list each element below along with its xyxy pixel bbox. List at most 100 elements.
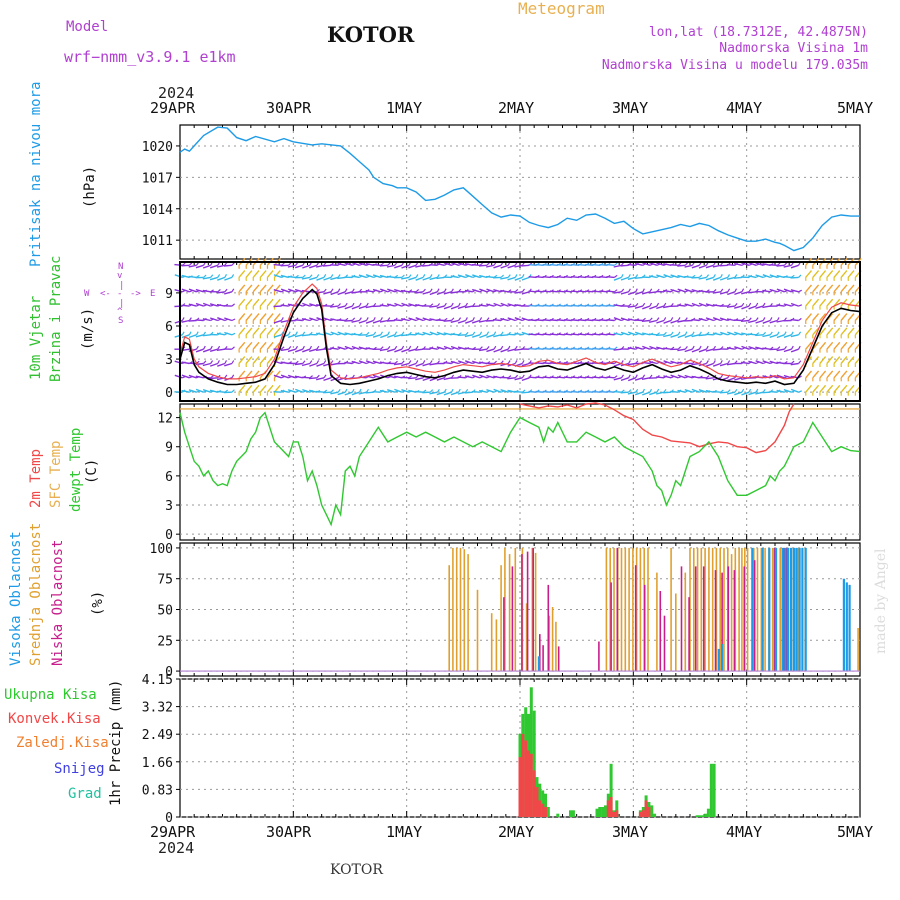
precip-bar (704, 813, 708, 817)
wind-arrow (344, 391, 353, 396)
wind-arrow-head (408, 375, 413, 379)
wind-arrow (790, 348, 799, 353)
rose-west-arrow: <- (100, 289, 111, 299)
wind-arrow (727, 331, 736, 336)
wind-arrow-head (231, 374, 235, 379)
wind-arrow-head (203, 345, 206, 350)
wind-arrow-head (698, 331, 702, 336)
wind-arrow (401, 276, 410, 280)
wind-arrow (783, 276, 792, 279)
wind-arrow (634, 331, 644, 336)
wind-arrow (563, 333, 572, 336)
wind-arrow (493, 388, 502, 393)
wind-arrow (436, 331, 445, 336)
wind-arrow-head (330, 288, 334, 293)
wind-arrow (486, 303, 495, 307)
wind-arrow (698, 264, 707, 269)
wind-arrow-head (493, 360, 497, 364)
wind-arrow (408, 348, 417, 352)
wind-arrow (379, 274, 388, 279)
wind-arrow (826, 356, 834, 364)
wind-frame-bold (179, 261, 861, 402)
wind-arrow (705, 264, 714, 269)
wind-arrow-head (663, 302, 667, 307)
wind-arrow-head (755, 302, 759, 307)
wind-arrow (351, 345, 360, 350)
wind-arrow (429, 305, 438, 308)
wind-arrow (542, 347, 551, 350)
wind-arrow-head (316, 345, 320, 350)
wind-arrow (309, 303, 318, 307)
wind-arrow-head (620, 360, 624, 364)
wind-arrow-head (727, 274, 731, 278)
wind-arrow (549, 304, 558, 307)
wind-arrow-head (684, 346, 688, 350)
wind-arrow (323, 317, 332, 322)
wind-arrow-head (507, 360, 511, 364)
wind-arrow (741, 262, 750, 266)
wind-arrow (224, 362, 233, 367)
wind-arrow (563, 263, 572, 266)
y-tick-label-cloud: 100 (150, 542, 173, 557)
wind-arrow-head (351, 302, 355, 307)
wind-arrow (712, 362, 721, 367)
wind-arrow (812, 298, 820, 307)
wind-arrow-head (741, 288, 745, 293)
wind-arrow-head (614, 262, 618, 266)
wind-arrow (620, 317, 629, 322)
wind-arrow-head (677, 317, 681, 321)
wind-arrow (762, 289, 771, 293)
wind-arrow-head (514, 374, 519, 379)
wind-arrow-head (649, 374, 653, 379)
wind-arrow (748, 333, 757, 336)
wind-arrow (677, 374, 686, 379)
wind-arrow (762, 319, 771, 324)
wind-arrow (273, 263, 282, 266)
wind-arrow-head (691, 331, 695, 336)
precip-bar (541, 803, 545, 817)
wind-arrow (606, 390, 615, 393)
wind-arrow (202, 334, 211, 337)
wind-arrow (365, 274, 374, 279)
wind-arrow (656, 305, 665, 310)
wind-arrow (712, 348, 721, 351)
wind-arrow (344, 345, 353, 350)
wind-arrow (209, 377, 218, 380)
precip-legend-hail: Grad (68, 786, 102, 802)
wind-arrow (592, 290, 601, 293)
wind-arrow-head (188, 262, 193, 266)
wind-arrow (266, 327, 274, 336)
wind-arrow-head (309, 274, 313, 278)
wind-arrow-head (741, 302, 745, 307)
wind-arrow (847, 384, 855, 393)
wind-arrow (301, 318, 311, 322)
wind-arrow (287, 264, 296, 268)
precip-bar (529, 753, 533, 817)
y-tick-label-wind: 9 (165, 287, 173, 302)
wind-arrow-head (727, 288, 731, 293)
precip-legend-frozen: Zaledj.Kisa (16, 735, 109, 751)
wind-arrow (656, 346, 665, 350)
wind-arrow (273, 334, 282, 338)
wind-arrow (726, 263, 735, 266)
wind-arrow (776, 304, 785, 307)
wind-arrow (401, 348, 410, 353)
wind-arrow (309, 317, 318, 322)
wind-arrow-head (231, 262, 235, 266)
wind-arrow-head (748, 288, 752, 293)
wind-arrow-head (670, 317, 674, 321)
wind-arrow-head (344, 302, 348, 307)
wind-arrow-head (649, 317, 653, 321)
y-tick-label-precip: 0 (165, 811, 173, 826)
wind-arrow (216, 264, 226, 268)
wind-arrow (450, 319, 459, 323)
wind-arrow (287, 389, 296, 393)
wind-arrow (585, 276, 594, 279)
wind-arrow (280, 389, 289, 393)
wind-arrow (549, 290, 558, 293)
wind-arrow (344, 361, 353, 365)
wind-arrow-head (628, 360, 631, 364)
wind-arrow-head (415, 360, 419, 364)
wind-arrow (365, 289, 374, 293)
wind-arrow (755, 360, 764, 365)
